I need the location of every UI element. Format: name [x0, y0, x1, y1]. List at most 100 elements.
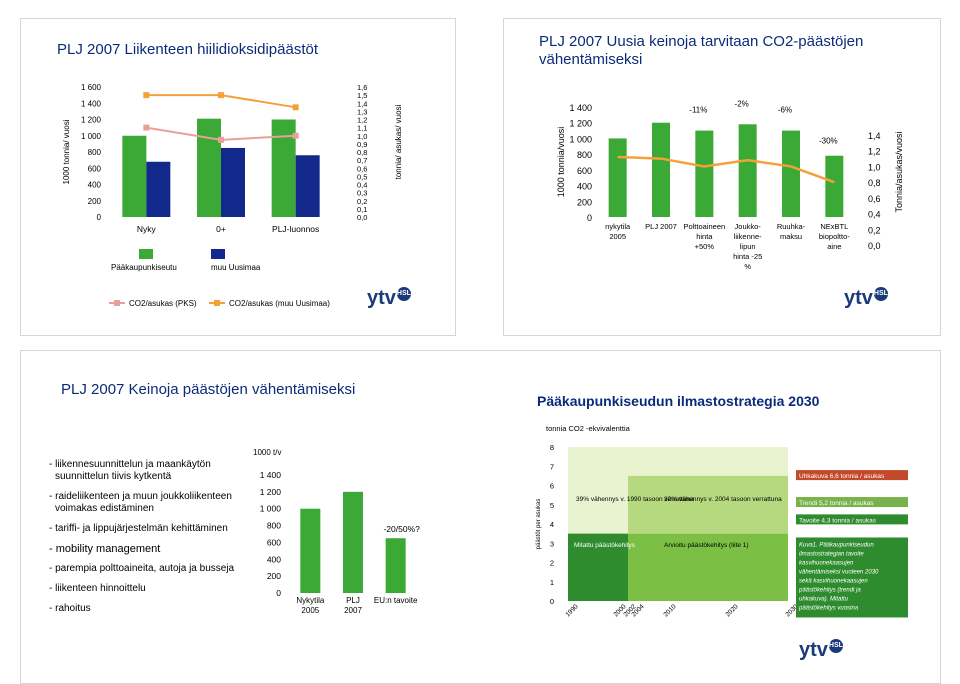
bar — [385, 538, 406, 593]
legend-marker — [114, 300, 120, 306]
legend-label: Pääkaupunkiseutu — [111, 263, 177, 272]
area-label: Mitattu päästökehitys — [574, 542, 636, 549]
y2-tick-label: 0,5 — [357, 172, 367, 181]
y-tick-label: 1 200 — [81, 116, 102, 125]
x-tick-label: EU:n tavoite — [374, 596, 418, 605]
legend-swatch-muu — [211, 249, 225, 259]
y2-tick-label: 0,0 — [868, 241, 881, 251]
x-tick-label: aine — [827, 242, 841, 251]
y-tick-label: 1 000 — [81, 132, 102, 141]
y2-tick-label: 1,5 — [357, 91, 367, 100]
y2-tick-label: 0,6 — [357, 164, 367, 173]
y2-tick-label: 0,4 — [868, 210, 881, 220]
caption-line: sekä kasvihuonekaasujen — [799, 578, 868, 584]
y2-tick-label: 0,7 — [357, 156, 367, 165]
change-annotation: -30% — [819, 137, 838, 146]
x-tick-label: 1990 — [564, 603, 579, 618]
y2-tick-label: 0,6 — [868, 194, 881, 204]
y-tick-label: 1 — [550, 578, 554, 587]
slide-co2-emissions: PLJ 2007 Liikenteen hiilidioksidipäästöt… — [20, 18, 456, 336]
y-tick-label: 1 400 — [569, 103, 592, 113]
bar — [695, 130, 714, 217]
target-label: Tavoite 4,3 tonnia / asukas — [799, 517, 877, 524]
target-band — [796, 514, 908, 525]
legend-label: CO2/asukas (muu Uusimaa) — [229, 299, 330, 308]
slide-title: PLJ 2007 Liikenteen hiilidioksidipäästöt — [57, 41, 319, 58]
y-tick-label: 800 — [88, 148, 102, 157]
y-tick-label: 400 — [577, 182, 592, 192]
strategy-2030-chart: tonnia CO2 -ekvivalenttia 0 1 2 3 4 5 6 7 8 päästö… — [536, 424, 908, 618]
y-tick-label: 600 — [577, 166, 592, 176]
y-axis-label: päästöt per asukas — [536, 499, 542, 550]
line-marker — [143, 92, 150, 99]
y-tick-label: 1 400 — [260, 470, 282, 480]
x-tick-label: 2007 — [344, 606, 362, 615]
caption-line: päästökehitys vuosina — [798, 605, 859, 611]
caption-line: Kuva1. Pääkaupunkiseudun — [799, 542, 874, 548]
x-tick-label: maksu — [780, 232, 802, 241]
y2-tick-label: 1,0 — [357, 132, 367, 141]
y-tick-label: 200 — [267, 571, 281, 581]
bar — [825, 155, 844, 217]
x-tick-label: % — [744, 262, 751, 271]
x-tick-label: biopoltto- — [819, 232, 850, 241]
area-label: Arvioitu päästökehitys (liite 1) — [664, 542, 749, 549]
y-tick-label: 1 000 — [569, 134, 592, 144]
bar-pks — [122, 135, 147, 217]
legend-marker — [214, 300, 220, 306]
y-tick-label: 0 — [550, 597, 554, 606]
y-tick-label: 600 — [267, 537, 281, 547]
bar — [300, 508, 321, 593]
legend-label: muu Uusimaa — [211, 263, 261, 272]
y2-tick-label: 0,8 — [868, 178, 881, 188]
y-tick-label: 400 — [88, 181, 102, 190]
y-tick-label: 0 — [276, 588, 281, 598]
x-tick-label: PLJ-luonnos — [272, 224, 319, 234]
legend-swatch-pks — [139, 249, 153, 259]
y2-tick-label: 1,4 — [357, 99, 367, 108]
legend-label: CO2/asukas (PKS) — [129, 299, 197, 308]
y2-tick-label: 1,4 — [868, 131, 881, 141]
estimated-area — [628, 533, 788, 601]
x-tick-label: liikenne- — [734, 232, 762, 241]
x-tick-label: PLJ — [346, 596, 360, 605]
x-tick-label: NExBTL — [820, 222, 848, 231]
list-item: - rahoitus — [49, 603, 91, 614]
y2-tick-label: 1,2 — [868, 147, 881, 157]
y2-tick-label: 1,1 — [357, 124, 367, 133]
ytv-logo: ytvHSL — [367, 287, 411, 309]
y2-tick-label: 0,4 — [357, 181, 367, 190]
y2-axis-label: tonnia/ asukas/ vuosi — [394, 104, 403, 179]
y2-tick-label: 0,1 — [357, 205, 367, 214]
ytv-logo: ytvHSL — [799, 639, 843, 661]
y-tick-label: 400 — [267, 554, 281, 564]
threat-band — [796, 470, 908, 481]
trend-label: Trendi 5,2 tonnia / asukas — [799, 500, 874, 507]
change-annotation: -2% — [735, 99, 749, 108]
y-tick-label: 200 — [88, 197, 102, 206]
y-tick-label: 200 — [577, 197, 592, 207]
x-tick-label: PLJ 2007 — [645, 222, 677, 231]
y-tick-label: 8 — [550, 443, 554, 452]
measures-bar-chart: 0 200 400 600 800 1 000 1 200 1 400 0,0 0,2 0,4 0,6… — [556, 99, 904, 271]
slide-title: PLJ 2007 Keinoja päästöjen vähentämiseks… — [61, 381, 356, 398]
y-axis-label: 1000 t/v — [253, 448, 281, 457]
bar — [652, 122, 670, 217]
measured-area — [568, 533, 628, 601]
line-marker — [218, 136, 224, 143]
y2-tick-label: 0,2 — [357, 197, 367, 206]
y2-axis-label: Tonnia/asukas/vuosi — [894, 131, 904, 212]
y2-tick-label: 0,9 — [357, 140, 367, 149]
x-tick-label: Joukko- — [735, 222, 762, 231]
y-axis-label: 1000 tonnia/ vuosi — [62, 119, 71, 184]
x-tick-label: hinta -25 — [733, 252, 762, 261]
series-line — [617, 155, 835, 184]
line-marker — [218, 92, 224, 99]
bar-muu — [221, 147, 245, 217]
list-item: - mobility management — [49, 543, 161, 555]
x-tick-label: 0+ — [216, 224, 226, 234]
slide-new-measures: PLJ 2007 Uusia keinoja tarvitaan CO2-pää… — [503, 18, 941, 336]
y2-tick-label: 1,2 — [357, 116, 367, 125]
trend-area — [628, 475, 788, 534]
